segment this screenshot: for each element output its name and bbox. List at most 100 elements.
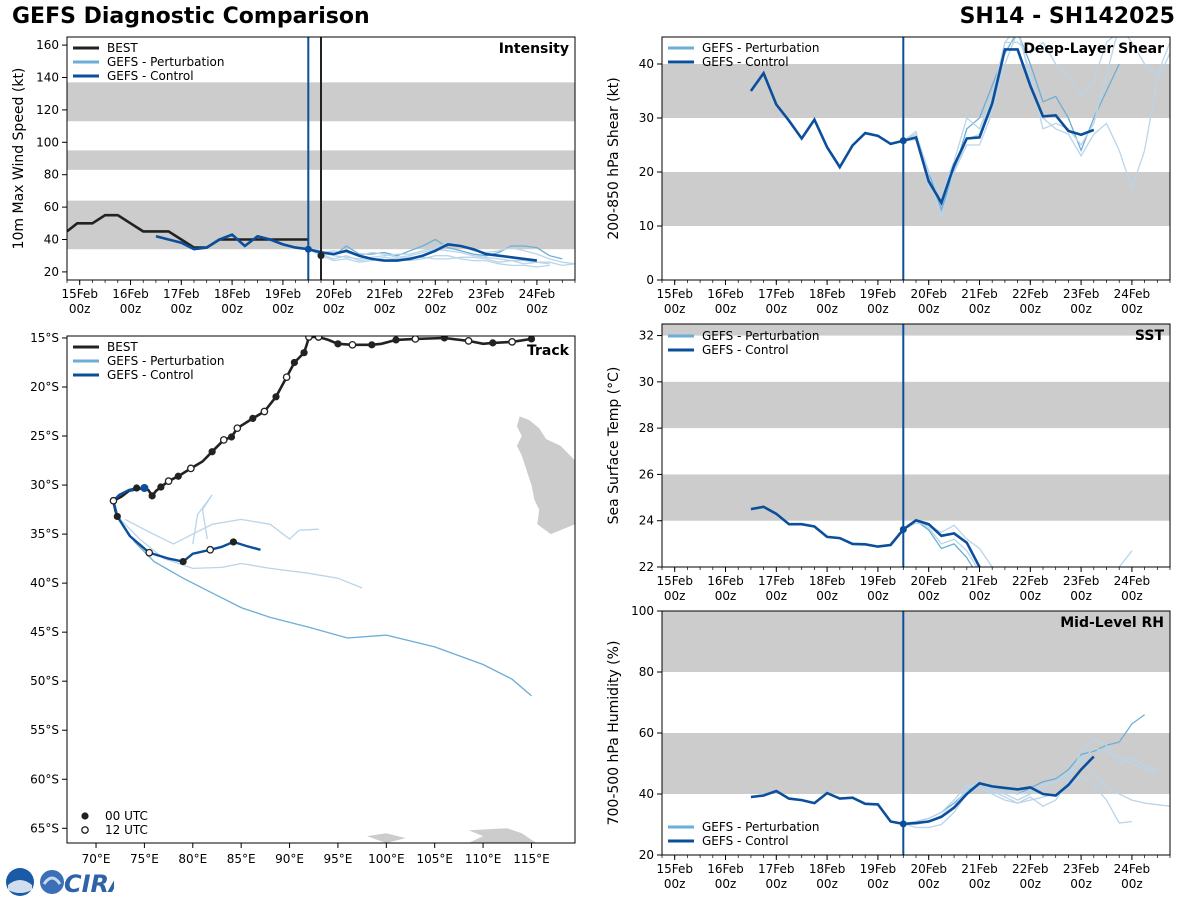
shear-ytick-label: 40 (639, 57, 654, 71)
legend-00utc-label: 00 UTC (105, 809, 148, 823)
intensity-xtick-day: 15Feb (61, 287, 98, 301)
shear-ytick-label: 0 (646, 273, 654, 287)
track-title: Track (527, 343, 570, 359)
intensity-perturbation-line (308, 248, 550, 265)
track-point-00utc (249, 414, 257, 422)
track-ytick-label: 45°S (30, 625, 59, 639)
sst-xtick-hour: 00z (1020, 589, 1042, 603)
land-mass (367, 833, 406, 843)
track-xtick-label: 80°E (178, 852, 207, 866)
track-point-00utc (368, 341, 376, 349)
intensity-xtick-day: 21Feb (366, 287, 403, 301)
intensity-xtick-hour: 00z (171, 302, 193, 316)
sst-ylabel: Sea Surface Temp (°C) (606, 367, 622, 525)
intensity-ytick-label: 40 (44, 233, 59, 247)
legend-label: BEST (107, 340, 138, 354)
rh-xtick-hour: 00z (1121, 877, 1143, 891)
sst-ytick-label: 28 (639, 421, 654, 435)
sst-title: SST (1135, 328, 1165, 344)
sst-xtick-hour: 00z (715, 589, 737, 603)
track-point-00utc (174, 472, 182, 480)
sst-plot-area (750, 505, 1133, 567)
intensity-xtick-hour: 00z (69, 302, 91, 316)
track-point-00utc (113, 512, 121, 521)
rh-ytick-label: 100 (631, 604, 654, 618)
track-point-12utc (206, 545, 215, 554)
legend-label: GEFS - Perturbation (702, 329, 819, 343)
track-ytick-label: 65°S (30, 821, 59, 835)
legend-label: GEFS - Perturbation (107, 55, 224, 69)
shear-xtick-day: 16Feb (707, 287, 744, 301)
track-xtick-label: 95°E (324, 852, 353, 866)
shear-xtick-day: 17Feb (758, 287, 795, 301)
shear-plot-area (749, 37, 1170, 221)
shear-xtick-hour: 00z (715, 302, 737, 316)
intensity-xtick-hour: 00z (475, 302, 497, 316)
legend-label: GEFS - Perturbation (702, 41, 819, 55)
intensity-xtick-hour: 00z (221, 302, 243, 316)
rh-xtick-hour: 00z (867, 877, 889, 891)
track-xtick-label: 100°E (368, 852, 405, 866)
rh-xtick-day: 23Feb (1063, 862, 1100, 876)
page-title: GEFS Diagnostic Comparison (12, 4, 370, 29)
intensity-perturbation-line (308, 248, 550, 268)
intensity-panel: 15Feb00z16Feb00z17Feb00z18Feb00z19Feb00z… (11, 36, 576, 316)
sst-perturbation-line (1118, 550, 1133, 567)
sst-xtick-day: 18Feb (809, 574, 846, 588)
legend-label: GEFS - Control (702, 343, 789, 357)
track-point-12utc (109, 496, 118, 505)
intensity-xtick-day: 16Feb (112, 287, 149, 301)
sst-panel: 15Feb00z16Feb00z17Feb00z18Feb00z19Feb00z… (606, 323, 1171, 603)
shear-xtick-hour: 00z (816, 302, 838, 316)
rh-xtick-hour: 00z (715, 877, 737, 891)
sst-control-line (750, 505, 981, 567)
intensity-ytick-label: 20 (44, 265, 59, 279)
track-point-12utc (282, 373, 291, 382)
intensity-xtick-hour: 00z (374, 302, 396, 316)
shear-xtick-hour: 00z (918, 302, 940, 316)
shear-xtick-hour: 00z (1121, 302, 1143, 316)
track-ytick-label: 55°S (30, 723, 59, 737)
sst-frame (661, 323, 1171, 568)
rh-xtick-hour: 00z (1020, 877, 1042, 891)
track-xtick-label: 105°E (416, 852, 453, 866)
shear-xtick-hour: 00z (1070, 302, 1092, 316)
intensity-xtick-day: 23Feb (468, 287, 505, 301)
shear-perturbation-line (903, 37, 1170, 196)
sst-xtick-day: 19Feb (860, 574, 897, 588)
track-point-12utc (348, 340, 357, 349)
track-point-12utc (187, 464, 195, 473)
cira-logo-icon: CIRA (6, 868, 114, 898)
track-ytick-label: 60°S (30, 772, 59, 786)
rh-xtick-day: 20Feb (910, 862, 947, 876)
sst-xtick-hour: 00z (1070, 589, 1092, 603)
sst-perturbation-line (903, 522, 993, 567)
sst-xtick-day: 17Feb (758, 574, 795, 588)
intensity-xtick-day: 24Feb (519, 287, 556, 301)
rh-perturbation-line (903, 747, 1158, 825)
track-xtick-label: 90°E (275, 852, 304, 866)
intensity-xtick-day: 17Feb (163, 287, 200, 301)
shear-xtick-day: 15Feb (656, 287, 693, 301)
sst-xtick-hour: 00z (918, 589, 940, 603)
sst-ytick-label: 32 (639, 329, 654, 343)
sst-ytick-label: 22 (639, 560, 654, 574)
intensity-title: Intensity (499, 41, 569, 57)
sst-xtick-day: 22Feb (1012, 574, 1049, 588)
intensity-xtick-hour: 00z (323, 302, 345, 316)
track-point-00utc (334, 340, 342, 348)
rh-xtick-day: 17Feb (758, 862, 795, 876)
rh-xtick-day: 22Feb (1012, 862, 1049, 876)
storm-id: SH14 - SH142025 (959, 4, 1175, 29)
legend-label: BEST (107, 41, 138, 55)
shear-xtick-day: 22Feb (1012, 287, 1049, 301)
shear-xtick-day: 19Feb (860, 287, 897, 301)
land-mass (468, 828, 537, 843)
rh-xtick-hour: 00z (969, 877, 991, 891)
land-mass (516, 416, 575, 535)
sst-xtick-day: 16Feb (707, 574, 744, 588)
track-xtick-label: 110°E (465, 852, 502, 866)
intensity-ytick-label: 80 (44, 168, 59, 182)
track-point-00utc (440, 336, 448, 342)
rh-xtick-hour: 00z (664, 877, 686, 891)
